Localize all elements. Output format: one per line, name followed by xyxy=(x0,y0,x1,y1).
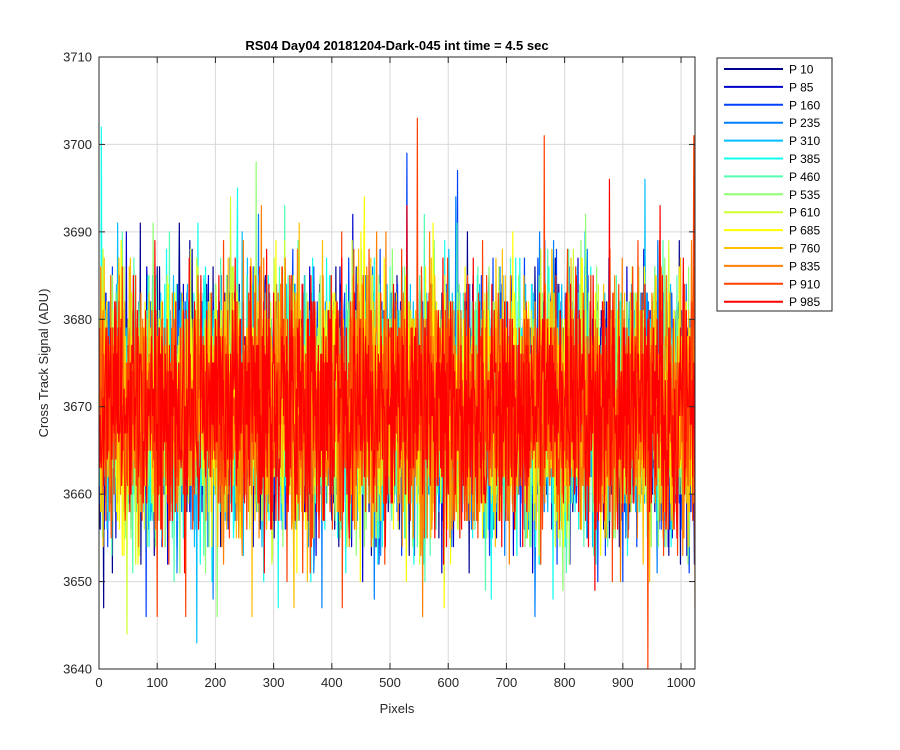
x-tick-label: 100 xyxy=(146,675,168,690)
legend-label: P 160 xyxy=(789,98,820,112)
y-tick-label: 3640 xyxy=(63,662,92,677)
legend-box xyxy=(716,57,833,312)
legend-label: P 235 xyxy=(789,116,820,130)
legend-label: P 610 xyxy=(789,206,820,220)
x-tick-label: 300 xyxy=(263,675,285,690)
legend-label: P 535 xyxy=(789,188,820,202)
series-layer xyxy=(99,117,695,669)
series-line-p-985 xyxy=(99,178,695,591)
legend-label: P 760 xyxy=(789,242,820,256)
y-tick-label: 3670 xyxy=(63,399,92,414)
x-tick-label: 800 xyxy=(554,675,576,690)
y-tick-label: 3660 xyxy=(63,487,92,502)
chart-title: RS04 Day04 20181204-Dark-045 int time = … xyxy=(245,38,548,53)
legend-label: P 460 xyxy=(789,170,820,184)
legend: P 10 P 85 P 160 P 235 P 310 P 385 P 460 P 535 P … xyxy=(716,57,833,312)
x-tick-label: 400 xyxy=(321,675,343,690)
y-tick-label: 3700 xyxy=(63,137,92,152)
x-tick-label: 700 xyxy=(496,675,518,690)
y-tick-label: 3710 xyxy=(63,50,92,65)
x-tick-label: 900 xyxy=(612,675,634,690)
legend-label: P 985 xyxy=(789,295,820,309)
x-tick-label: 500 xyxy=(379,675,401,690)
legend-label: P 85 xyxy=(789,80,814,94)
y-tick-label: 3680 xyxy=(63,312,92,327)
legend-label: P 385 xyxy=(789,152,820,166)
plot-frame xyxy=(98,56,696,670)
legend-label: P 835 xyxy=(789,259,820,273)
x-tick-label: 1000 xyxy=(667,675,696,690)
legend-label: P 10 xyxy=(789,63,814,77)
legend-label: P 310 xyxy=(789,134,820,148)
x-axis-label: Pixels xyxy=(380,701,415,716)
x-tick-label: 0 xyxy=(95,675,102,690)
legend-label: P 685 xyxy=(789,224,820,238)
y-tick-label: 3650 xyxy=(63,574,92,589)
x-tick-label: 600 xyxy=(437,675,459,690)
axis-ticks: 0 100 200 300 400 500 600 700 800 900 1000 3640 3650… xyxy=(63,50,695,691)
x-tick-label: 200 xyxy=(205,675,227,690)
y-tick-label: 3690 xyxy=(63,224,92,239)
y-axis-label: Cross Track Signal (ADU) xyxy=(36,289,51,438)
legend-label: P 910 xyxy=(789,277,820,291)
